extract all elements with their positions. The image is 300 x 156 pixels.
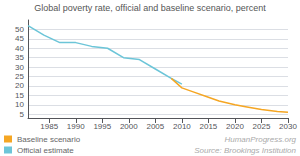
svg-text:2015: 2015 [200,122,218,131]
svg-text:30: 30 [15,63,24,72]
svg-text:1985: 1985 [40,122,58,131]
svg-text:35: 35 [15,53,24,62]
svg-text:1990: 1990 [67,122,85,131]
svg-text:Global poverty rate, official: Global poverty rate, official and baseli… [34,3,266,13]
svg-text:2025: 2025 [253,122,271,131]
svg-text:2005: 2005 [146,122,164,131]
svg-text:2020: 2020 [226,122,244,131]
svg-text:15: 15 [15,91,24,100]
svg-text:2000: 2000 [120,122,138,131]
svg-text:1995: 1995 [93,122,111,131]
svg-text:10: 10 [15,100,24,109]
svg-text:HumanProgress.org: HumanProgress.org [224,135,296,144]
svg-text:45: 45 [15,34,24,43]
svg-text:25: 25 [15,72,24,81]
svg-text:Baseline scenario: Baseline scenario [17,135,81,144]
svg-text:40: 40 [15,44,24,53]
svg-text:20: 20 [15,81,24,90]
svg-text:50: 50 [15,25,24,34]
svg-text:Source: Brookings Institution: Source: Brookings Institution [194,146,296,155]
svg-text:5: 5 [20,110,25,119]
svg-text:2030: 2030 [279,122,297,131]
svg-text:Official estimate: Official estimate [17,146,74,155]
svg-text:2010: 2010 [173,122,191,131]
